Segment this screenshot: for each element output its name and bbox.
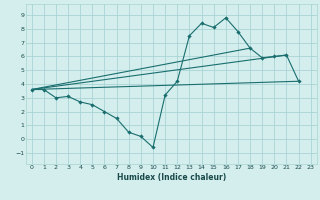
X-axis label: Humidex (Indice chaleur): Humidex (Indice chaleur) [116,173,226,182]
